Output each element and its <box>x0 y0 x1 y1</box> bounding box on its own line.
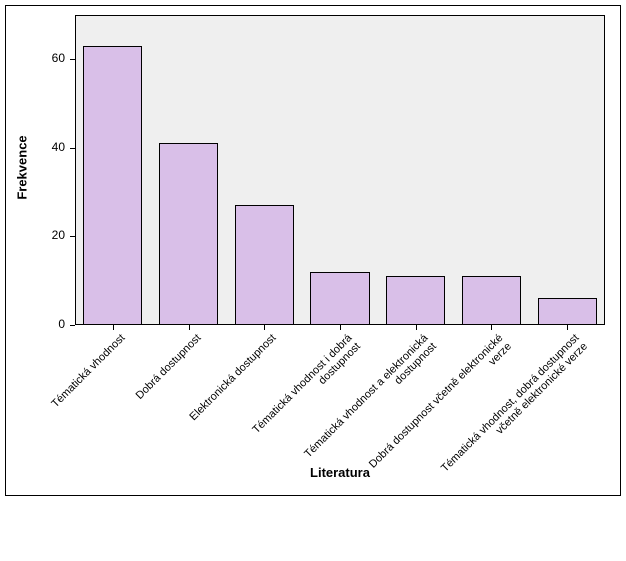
y-axis-tick-label: 0 <box>0 317 65 331</box>
bar <box>159 143 218 325</box>
y-axis-tick <box>70 148 75 149</box>
x-axis-tick <box>416 325 417 330</box>
x-axis-tick <box>113 325 114 330</box>
x-axis-tick <box>567 325 568 330</box>
y-axis-tick <box>70 236 75 237</box>
bar <box>462 276 521 325</box>
bar <box>386 276 445 325</box>
x-axis-tick <box>189 325 190 330</box>
y-axis-tick-label: 60 <box>0 51 65 65</box>
x-axis-title: Literatura <box>75 465 605 480</box>
x-axis-tick <box>340 325 341 330</box>
y-axis-tick-label: 40 <box>0 140 65 154</box>
y-axis-title: Frekvence <box>15 68 30 268</box>
bars-layer <box>75 15 605 325</box>
bar <box>310 272 369 325</box>
bar <box>235 205 294 325</box>
bar-chart: 0204060 Tématická vhodnostDobrá dostupno… <box>0 0 626 501</box>
bar <box>538 298 597 325</box>
bar <box>83 46 142 325</box>
y-axis-tick <box>70 325 75 326</box>
y-axis-tick-label: 20 <box>0 228 65 242</box>
plot-area <box>75 15 605 325</box>
x-axis-tick <box>491 325 492 330</box>
x-axis-tick <box>264 325 265 330</box>
y-axis-tick <box>70 59 75 60</box>
